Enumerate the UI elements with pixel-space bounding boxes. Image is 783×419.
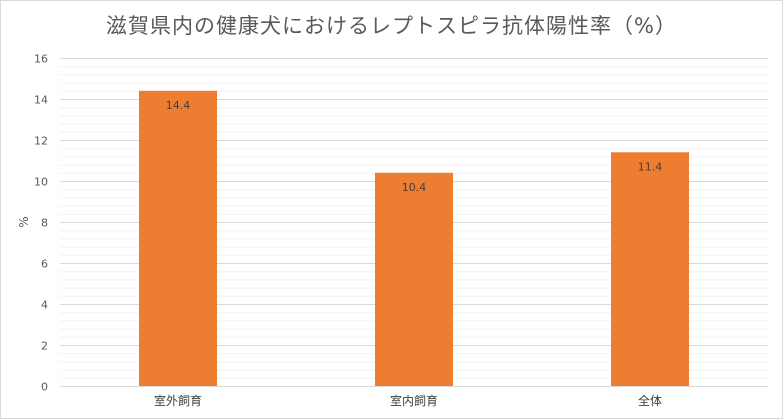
bar bbox=[375, 172, 453, 386]
y-tick-label: 4 bbox=[41, 299, 48, 312]
y-tick-label: 16 bbox=[34, 53, 48, 66]
y-tick-label: 2 bbox=[41, 340, 48, 353]
y-tick-label: 14 bbox=[34, 94, 48, 107]
data-label: 14.4 bbox=[166, 99, 191, 112]
y-tick-label: 6 bbox=[41, 258, 48, 271]
chart-title: 滋賀県内の健康犬におけるレプトスピラ抗体陽性率（%） bbox=[106, 14, 677, 38]
x-category-label: 全体 bbox=[638, 393, 662, 408]
y-tick-label: 10 bbox=[34, 176, 48, 189]
data-label: 10.4 bbox=[402, 181, 427, 194]
x-category-label: 室外飼育 bbox=[154, 393, 202, 408]
data-label: 11.4 bbox=[638, 160, 663, 173]
y-tick-label: 12 bbox=[34, 135, 48, 148]
y-axis-label: % bbox=[17, 216, 31, 227]
bar bbox=[611, 152, 689, 386]
x-category-label: 室内飼育 bbox=[390, 393, 438, 408]
y-tick-label: 0 bbox=[41, 381, 48, 394]
bar bbox=[139, 90, 217, 387]
y-tick-label: 8 bbox=[41, 217, 48, 230]
